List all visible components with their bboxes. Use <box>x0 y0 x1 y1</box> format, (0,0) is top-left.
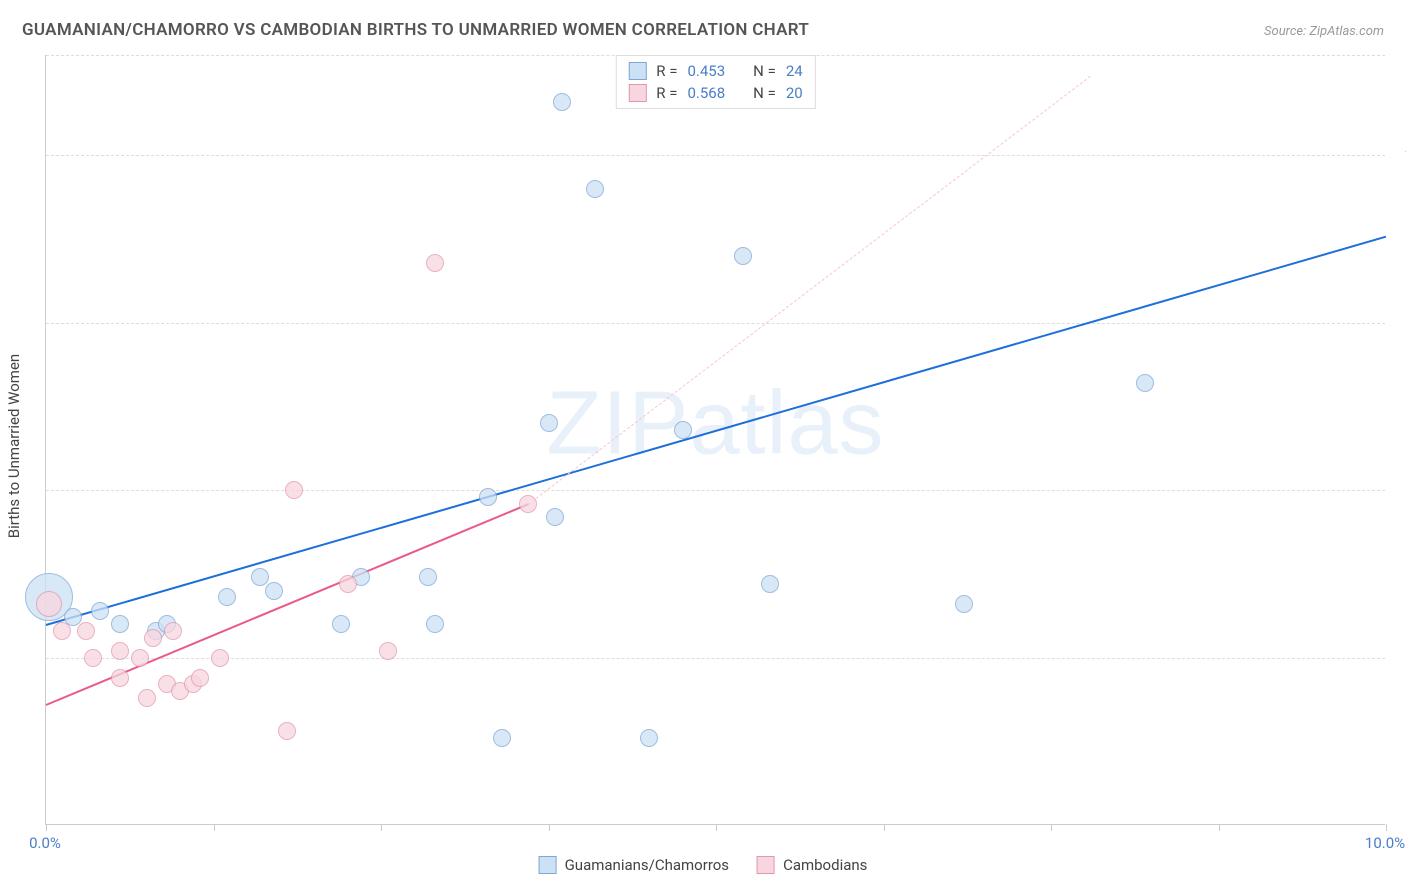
swatch-series1 <box>628 62 646 80</box>
x-tick <box>1051 824 1052 831</box>
data-point <box>53 622 71 640</box>
y-tick-label: 100.0% <box>1393 146 1406 164</box>
data-point <box>479 488 497 506</box>
data-point <box>426 615 444 633</box>
data-point <box>111 669 129 687</box>
data-point <box>546 508 564 526</box>
bottom-legend: Guamanians/Chamorros Cambodians <box>539 856 868 874</box>
data-point <box>332 615 350 633</box>
data-point <box>1136 374 1154 392</box>
data-point <box>379 642 397 660</box>
gridline <box>46 155 1385 156</box>
source-attribution: Source: ZipAtlas.com <box>1264 24 1384 39</box>
gridline <box>46 323 1385 324</box>
data-point <box>131 649 149 667</box>
data-point <box>493 729 511 747</box>
data-point <box>84 649 102 667</box>
legend-item-series1: Guamanians/Chamorros <box>539 856 729 874</box>
data-point <box>586 180 604 198</box>
data-point <box>278 722 296 740</box>
data-point <box>36 591 62 617</box>
n-label: N = <box>753 62 776 80</box>
x-tick <box>214 824 215 831</box>
data-point <box>265 582 283 600</box>
data-point <box>111 615 129 633</box>
y-tick-label: 75.0% <box>1393 314 1406 332</box>
n-label: N = <box>753 84 776 102</box>
data-point <box>519 495 537 513</box>
swatch-series2 <box>757 856 775 874</box>
r-value-series1: 0.453 <box>687 62 725 80</box>
swatch-series1 <box>539 856 557 874</box>
data-point <box>218 588 236 606</box>
n-value-series1: 24 <box>786 62 803 80</box>
data-point <box>111 642 129 660</box>
data-point <box>955 595 973 613</box>
trend-line <box>528 75 1091 504</box>
data-point <box>419 568 437 586</box>
y-axis-label: Births to Unmarried Women <box>5 354 23 538</box>
data-point <box>144 629 162 647</box>
data-point <box>540 414 558 432</box>
data-point <box>734 247 752 265</box>
y-tick-label: 25.0% <box>1393 649 1406 667</box>
legend-label-series1: Guamanians/Chamorros <box>565 856 729 874</box>
data-point <box>553 93 571 111</box>
stats-row-series1: R = 0.453 N = 24 <box>628 60 802 82</box>
trend-line <box>46 236 1387 626</box>
stats-row-series2: R = 0.568 N = 20 <box>628 82 802 104</box>
legend-item-series2: Cambodians <box>757 856 867 874</box>
data-point <box>164 622 182 640</box>
x-tick-label: 10.0% <box>1365 834 1405 852</box>
x-tick <box>1386 824 1387 831</box>
data-point <box>138 689 156 707</box>
data-point <box>674 421 692 439</box>
data-point <box>426 254 444 272</box>
x-tick <box>884 824 885 831</box>
n-value-series2: 20 <box>786 84 803 102</box>
r-label: R = <box>656 62 677 80</box>
r-value-series2: 0.568 <box>687 84 725 102</box>
r-label: R = <box>656 84 677 102</box>
data-point <box>77 622 95 640</box>
swatch-series2 <box>628 84 646 102</box>
chart-container: GUAMANIAN/CHAMORRO VS CAMBODIAN BIRTHS T… <box>0 0 1406 892</box>
data-point <box>285 481 303 499</box>
chart-title: GUAMANIAN/CHAMORRO VS CAMBODIAN BIRTHS T… <box>22 20 809 40</box>
stats-legend: R = 0.453 N = 24 R = 0.568 N = 20 <box>615 55 815 109</box>
y-tick-label: 50.0% <box>1393 481 1406 499</box>
data-point <box>339 575 357 593</box>
data-point <box>640 729 658 747</box>
x-tick <box>716 824 717 831</box>
gridline <box>46 658 1385 659</box>
data-point <box>91 602 109 620</box>
x-tick <box>549 824 550 831</box>
legend-label-series2: Cambodians <box>783 856 867 874</box>
gridline <box>46 55 1385 56</box>
plot-area: ZIPatlas R = 0.453 N = 24 R = 0.568 N = … <box>45 55 1385 825</box>
gridline <box>46 490 1385 491</box>
data-point <box>761 575 779 593</box>
data-point <box>211 649 229 667</box>
x-tick <box>46 824 47 831</box>
watermark: ZIPatlas <box>546 373 884 476</box>
x-tick-label: 0.0% <box>29 834 61 852</box>
x-tick <box>1219 824 1220 831</box>
data-point <box>191 669 209 687</box>
x-tick <box>381 824 382 831</box>
